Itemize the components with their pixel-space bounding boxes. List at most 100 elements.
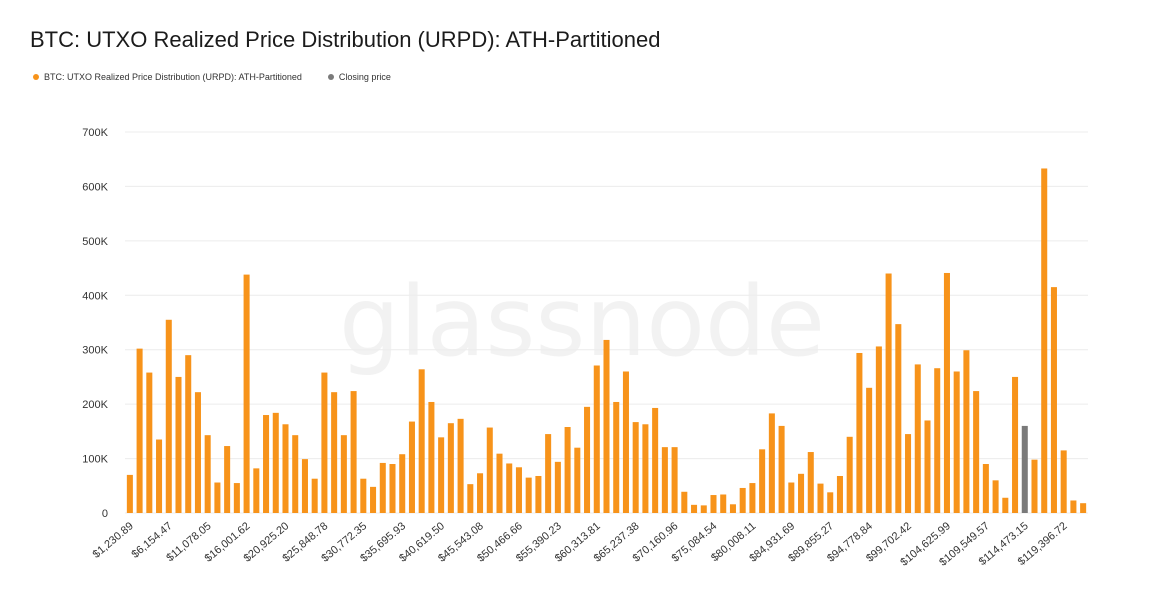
bar[interactable] <box>535 475 542 513</box>
bar[interactable] <box>661 447 668 513</box>
bar[interactable] <box>360 478 367 513</box>
legend-item-closing-price[interactable]: Closing price <box>327 72 391 82</box>
bar[interactable] <box>457 418 464 513</box>
bar[interactable] <box>1031 459 1038 513</box>
bar[interactable] <box>691 504 698 513</box>
bar[interactable] <box>924 420 931 513</box>
bar[interactable] <box>564 427 571 513</box>
bar[interactable] <box>836 475 843 513</box>
bar[interactable] <box>943 272 950 513</box>
bar[interactable] <box>729 504 736 513</box>
bar[interactable] <box>720 494 727 513</box>
bar[interactable] <box>982 464 989 513</box>
bar[interactable] <box>126 474 133 513</box>
bar[interactable] <box>798 473 805 513</box>
bar[interactable] <box>1002 497 1009 513</box>
bar[interactable] <box>885 273 892 513</box>
bar[interactable] <box>146 372 153 513</box>
bar[interactable] <box>973 391 980 513</box>
bar[interactable] <box>963 350 970 513</box>
bar[interactable] <box>204 435 211 513</box>
bar[interactable] <box>233 483 240 513</box>
bar[interactable] <box>1041 168 1048 513</box>
bar[interactable] <box>934 368 941 513</box>
bar[interactable] <box>856 352 863 513</box>
bar[interactable] <box>1012 376 1019 513</box>
bar[interactable] <box>1060 450 1067 513</box>
bar[interactable] <box>331 392 338 513</box>
bar[interactable] <box>574 447 581 513</box>
bar[interactable] <box>817 483 824 513</box>
bar[interactable] <box>389 464 396 513</box>
bar[interactable] <box>953 371 960 513</box>
bar[interactable] <box>253 468 260 513</box>
bar[interactable] <box>632 422 639 513</box>
bar[interactable] <box>370 486 377 513</box>
bar[interactable] <box>622 371 629 513</box>
bar[interactable] <box>292 435 299 513</box>
bar[interactable] <box>584 406 591 513</box>
bar[interactable] <box>282 424 289 513</box>
bar[interactable] <box>671 447 678 513</box>
bar[interactable] <box>739 487 746 513</box>
bar[interactable] <box>447 423 454 513</box>
bar[interactable] <box>243 274 250 513</box>
bar[interactable] <box>467 484 474 513</box>
bar[interactable] <box>807 452 814 513</box>
bar[interactable] <box>399 454 406 513</box>
bar[interactable] <box>175 376 182 513</box>
bar[interactable] <box>593 365 600 514</box>
bar[interactable] <box>642 424 649 513</box>
bar[interactable] <box>749 483 756 513</box>
bar[interactable] <box>788 482 795 513</box>
bar[interactable] <box>827 492 834 513</box>
bar[interactable] <box>545 434 552 513</box>
bar[interactable] <box>768 413 775 513</box>
bar[interactable] <box>263 415 270 513</box>
bar[interactable] <box>652 407 659 513</box>
bar[interactable] <box>194 392 201 513</box>
bar[interactable] <box>515 467 522 513</box>
bar[interactable] <box>1070 500 1077 513</box>
bar[interactable] <box>1080 503 1087 513</box>
bar[interactable] <box>778 425 785 513</box>
bar[interactable] <box>681 491 688 513</box>
bar[interactable] <box>477 473 484 513</box>
closing-price-bar[interactable] <box>1021 425 1028 513</box>
bar[interactable] <box>379 462 386 513</box>
bar[interactable] <box>136 348 143 513</box>
bar[interactable] <box>156 439 163 513</box>
bar[interactable] <box>165 319 172 513</box>
bar[interactable] <box>486 427 493 513</box>
bar[interactable] <box>301 459 308 513</box>
bar[interactable] <box>408 421 415 513</box>
bar[interactable] <box>185 355 192 513</box>
bar[interactable] <box>992 480 999 513</box>
bar[interactable] <box>875 346 882 513</box>
bar[interactable] <box>700 505 707 513</box>
bar[interactable] <box>613 401 620 513</box>
bar[interactable] <box>506 463 513 513</box>
bar[interactable] <box>525 477 532 513</box>
bar[interactable] <box>554 461 561 513</box>
bar[interactable] <box>340 435 347 513</box>
bar[interactable] <box>272 412 279 513</box>
bar[interactable] <box>438 437 445 513</box>
bar[interactable] <box>214 482 221 513</box>
bar[interactable] <box>311 478 318 513</box>
bar[interactable] <box>895 324 902 513</box>
bar[interactable] <box>710 495 717 513</box>
bar[interactable] <box>759 449 766 513</box>
bar[interactable] <box>224 446 231 513</box>
bar[interactable] <box>603 339 610 513</box>
bar[interactable] <box>1050 287 1057 513</box>
bar[interactable] <box>321 372 328 513</box>
bar[interactable] <box>866 387 873 513</box>
bar[interactable] <box>496 453 503 513</box>
bar[interactable] <box>418 369 425 513</box>
bar[interactable] <box>846 436 853 513</box>
bar[interactable] <box>914 364 921 513</box>
bar[interactable] <box>350 391 357 513</box>
bar[interactable] <box>428 401 435 513</box>
bar[interactable] <box>905 434 912 513</box>
